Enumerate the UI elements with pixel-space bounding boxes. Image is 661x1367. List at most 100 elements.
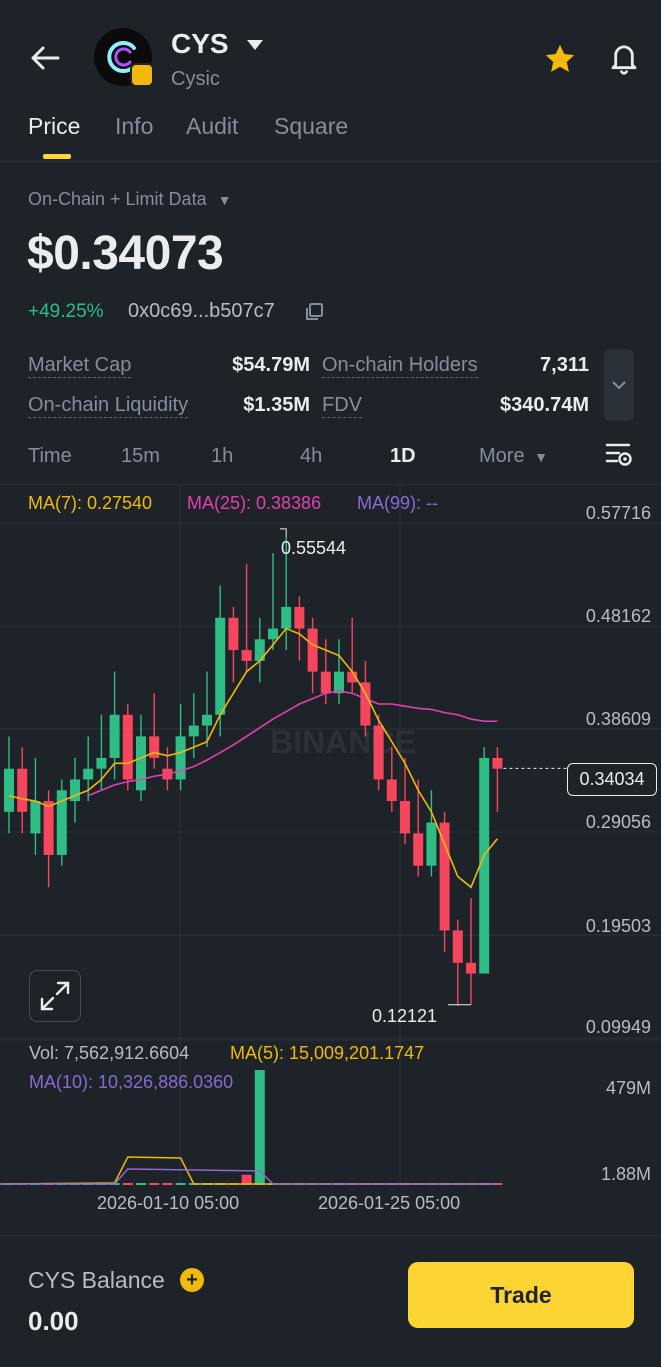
timeframe-15m[interactable]: 15m [121,445,160,467]
price-chart[interactable]: BINANCE [0,485,661,1225]
fdv-value: $340.74M [500,394,589,416]
candle-up [109,714,120,758]
volume-legend: Vol: 7,562,912.6604 [29,1043,190,1063]
data-source-label: On-Chain + Limit Data [28,189,207,209]
candle-up [136,736,146,791]
market-cap-value: $54.79M [232,354,310,376]
holders-label[interactable]: On-chain Holders [322,354,478,378]
chain-badge-icon [130,63,154,87]
ma99-legend: MA(99): -- [357,493,438,513]
market-cap-label[interactable]: Market Cap [28,354,132,378]
candle-down [241,650,252,661]
timeframe-more-label: More [479,445,525,467]
volume-ma5-line [0,1156,498,1185]
current-price: $0.34073 [27,227,224,280]
candle-up [268,628,278,640]
volume-tick-label: 479M [605,1078,651,1098]
token-symbol[interactable]: CYS [171,28,229,59]
volume-bar [122,1183,133,1185]
timeframe-4h[interactable]: 4h [300,445,323,467]
y-tick-label: 0.38609 [585,709,651,729]
candle-up [215,617,226,715]
balance-value: 0.00 [28,1306,79,1336]
y-tick-label: 0.19503 [585,916,651,936]
holders-value: 7,311 [540,354,589,376]
add-balance-icon[interactable]: + [180,1268,204,1292]
liquidity-value: $1.35M [243,394,310,416]
volume-ma10-legend: MA(10): 10,326,886.0360 [29,1072,234,1092]
candle-up [175,736,186,780]
ma7-line [8,627,499,889]
candle-down [320,671,331,694]
candle-down [452,930,463,963]
candle-up [4,768,14,812]
x-axis-label: 2026-01-10 05:00 [97,1193,240,1213]
expand-icon [40,981,70,1011]
candle-down [439,822,450,931]
tab-audit[interactable]: Audit [186,113,239,139]
y-tick-label: 0.57716 [585,503,651,523]
data-source-selector[interactable]: On-Chain + Limit Data ▼ [28,189,231,210]
candle-up [56,790,67,855]
candle-down [492,757,503,769]
token-name: Cysic [171,68,220,90]
expand-stats-button[interactable] [604,349,634,421]
candle-up [281,606,292,629]
high-price-label: 0.55544 [281,538,347,558]
ma7-legend: MA(7): 0.27540 [28,493,153,513]
high-marker [280,528,287,537]
candle-down [149,736,160,758]
candle-down [347,671,358,683]
bell-icon[interactable] [607,40,641,81]
candle-up [334,671,344,694]
chart-settings-icon[interactable] [604,441,634,474]
candle-up [254,639,265,661]
timeframe-divider [0,484,661,485]
contract-address: 0x0c69...b507c7 [128,300,275,322]
current-price-tag: 0.34034 [567,763,657,796]
x-axis-label: 2026-01-25 05:00 [318,1193,461,1213]
caret-down-icon: ▼ [534,449,548,465]
back-arrow-icon[interactable] [28,42,62,74]
candle-down [400,801,410,834]
token-logo [94,28,152,86]
timeframe-1h[interactable]: 1h [211,445,234,467]
fullscreen-button[interactable] [29,970,81,1022]
candle-down [466,962,476,974]
candle-up [30,801,41,834]
star-icon[interactable] [543,42,577,81]
candle-up [202,714,212,726]
ma25-line [87,690,498,797]
timeframe-time[interactable]: Time [28,445,72,467]
y-tick-label: 0.09949 [585,1017,651,1037]
copy-icon[interactable] [304,302,324,327]
symbol-dropdown-icon[interactable] [246,38,264,56]
tab-square[interactable]: Square [274,113,349,139]
y-tick-label: 0.29056 [585,812,651,832]
liquidity-label[interactable]: On-chain Liquidity [28,394,189,418]
volume-tick-label: 1.88M [600,1164,651,1184]
candle-down [360,682,371,726]
candle-up [70,779,80,802]
ma25-legend: MA(25): 0.38386 [187,493,322,513]
chevron-down-icon [612,381,626,390]
timeframe-1d[interactable]: 1D [390,445,416,467]
fdv-label[interactable]: FDV [322,394,362,418]
tab-info[interactable]: Info [115,113,154,139]
candle-down [386,779,397,802]
timeframe-more[interactable]: More ▼ [479,445,548,468]
tab-divider [0,161,661,162]
volume-bar [162,1183,173,1185]
balance-label: CYS Balance [28,1267,165,1293]
volume-ma10-line [0,1168,498,1185]
candle-up [96,757,107,769]
tab-price[interactable]: Price [28,113,81,139]
candle-up [188,725,199,737]
volume-bar [149,1183,160,1185]
volume-bar [175,1183,186,1185]
candle-down [122,714,133,780]
candle-down [17,768,28,812]
candle-down [413,833,424,866]
trade-button[interactable]: Trade [408,1262,634,1328]
low-price-label: 0.12121 [372,1006,438,1026]
